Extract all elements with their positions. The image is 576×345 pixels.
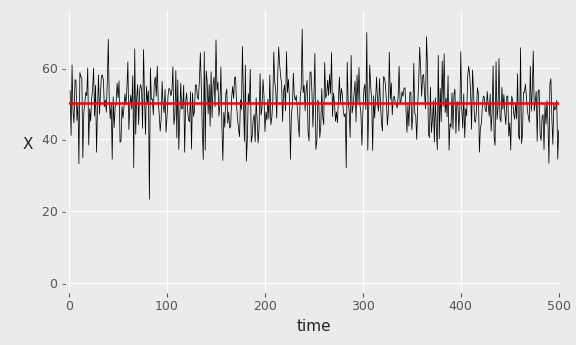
X-axis label: time: time xyxy=(297,319,331,334)
Y-axis label: X: X xyxy=(23,137,33,152)
